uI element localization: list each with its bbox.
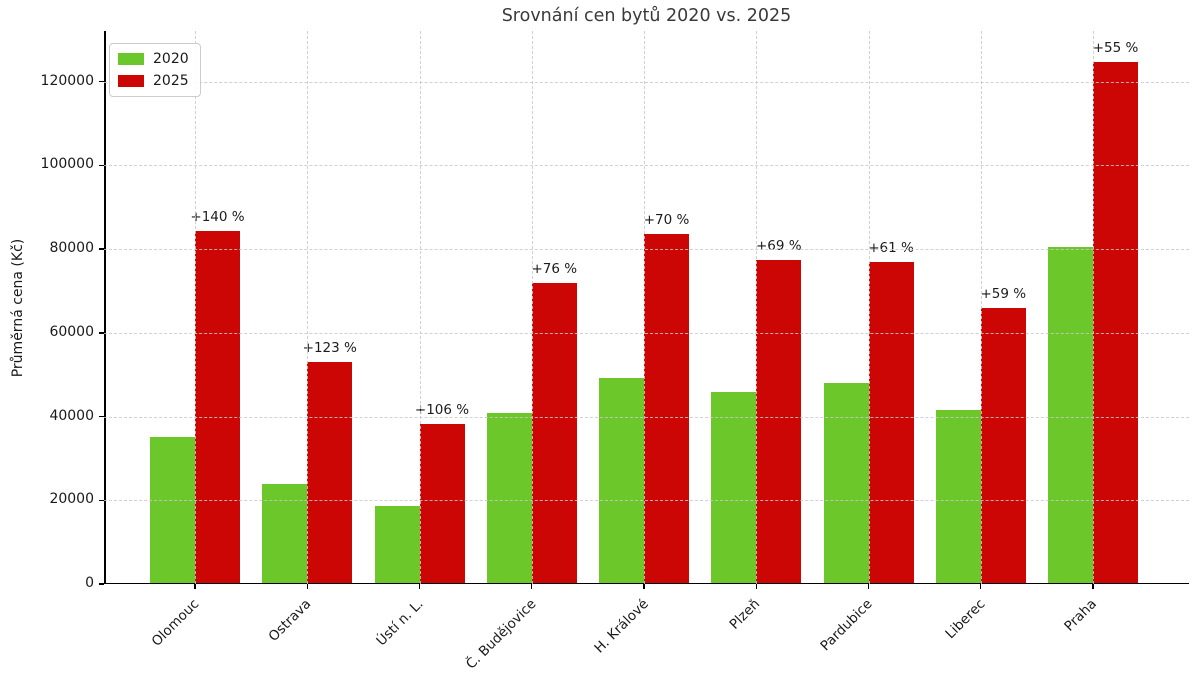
pct-label-3: +76 % — [531, 261, 578, 278]
pct-label-5: +69 % — [755, 238, 802, 255]
x-axis-line — [104, 582, 1189, 584]
bar-2020-5 — [711, 392, 757, 583]
legend-item-2025: 2025 — [118, 73, 189, 89]
x-tick-5 — [755, 584, 757, 589]
x-tick-7 — [980, 584, 982, 589]
bar-2020-7 — [935, 409, 981, 583]
gridline-v-7 — [980, 31, 982, 584]
bar-2025-7 — [980, 307, 1026, 583]
bar-2025-6 — [868, 261, 914, 583]
bar-2020-2 — [374, 505, 420, 583]
y-tick-60000 — [99, 332, 104, 334]
gridline-v-3 — [531, 31, 533, 584]
gridline-h-100000 — [104, 165, 1189, 167]
y-tick-label-100000: 100000 — [40, 156, 94, 173]
plot-area: +140 % +123 % +106 % +76 % +70 % +69 % +61 % +5… — [41, 31, 1189, 673]
bar-2025-8 — [1093, 61, 1138, 583]
x-tick-8 — [1092, 584, 1094, 589]
pct-label-0: +140 % — [190, 209, 245, 226]
x-tick-label-1: Ostrava — [265, 596, 315, 645]
bar-2025-1 — [307, 361, 353, 583]
bar-2025-4 — [644, 234, 689, 583]
bar-2025-2 — [419, 424, 465, 583]
y-axis-line — [104, 31, 106, 584]
y-tick-label-20000: 20000 — [49, 491, 94, 508]
legend-swatch-2020-icon — [118, 53, 144, 65]
legend-item-2020: 2020 — [118, 51, 189, 67]
bar-2025-5 — [756, 260, 802, 583]
x-tick-4 — [643, 584, 645, 589]
x-tick-0 — [194, 584, 196, 589]
bar-2025-3 — [531, 283, 577, 583]
x-tick-label-4: H. Králové — [590, 596, 652, 657]
x-tick-2 — [418, 584, 421, 589]
pct-label-8: +55 % — [1092, 39, 1139, 56]
x-tick-label-0: Olomouc — [148, 596, 203, 650]
y-tick-80000 — [99, 248, 104, 250]
pct-label-7: +59 % — [980, 285, 1027, 302]
gridline-h-120000 — [104, 81, 1189, 83]
x-tick-label-5: Plzeň — [726, 596, 764, 633]
gridline-v-4 — [644, 31, 645, 584]
gridline-v-5 — [756, 31, 758, 584]
bar-2020-4 — [599, 377, 644, 583]
x-tick-label-3: Č. Budějovice — [462, 596, 540, 673]
gridline-h-40000 — [104, 416, 1189, 418]
gridline-v-1 — [307, 31, 309, 584]
y-tick-label-60000: 60000 — [49, 323, 94, 340]
legend: 2020 2025 — [109, 43, 201, 97]
y-tick-20000 — [99, 499, 104, 501]
x-tick-1 — [306, 584, 308, 589]
legend-label-2020: 2020 — [153, 51, 189, 67]
x-tick-label-7: Liberec — [942, 596, 989, 643]
gridline-v-2 — [419, 31, 421, 584]
gridline-v-0 — [195, 31, 196, 584]
gridline-v-8 — [1093, 31, 1094, 584]
y-tick-40000 — [99, 415, 104, 418]
pct-label-2: +106 % — [414, 402, 470, 419]
x-tick-label-6: Pardubice — [817, 596, 876, 655]
bar-2020-1 — [262, 483, 308, 583]
y-tick-label-120000: 120000 — [40, 72, 94, 89]
bar-2020-6 — [823, 383, 869, 583]
y-tick-label-80000: 80000 — [49, 240, 94, 257]
y-tick-label-40000: 40000 — [49, 407, 94, 424]
legend-label-2025: 2025 — [153, 73, 189, 89]
pct-label-6: +61 % — [868, 239, 914, 256]
y-tick-label-0: 0 — [85, 575, 94, 591]
bar-2020-0 — [150, 436, 195, 583]
bar-2020-3 — [486, 412, 532, 583]
gridline-h-60000 — [104, 332, 1189, 334]
bar-2020-8 — [1048, 246, 1093, 583]
x-tick-label-8: Praha — [1061, 596, 1101, 635]
y-tick-100000 — [99, 164, 104, 167]
gridline-h-80000 — [104, 249, 1189, 251]
gridline-h-20000 — [104, 500, 1189, 502]
gridline-v-6 — [868, 31, 870, 584]
legend-swatch-2025-icon — [118, 75, 144, 87]
x-tick-3 — [531, 584, 533, 589]
chart-title: Srovnání cen bytů 2020 vs. 2025 — [501, 6, 792, 26]
x-tick-label-2: Ústí n. L. — [373, 596, 427, 650]
bar-2025-0 — [195, 231, 240, 583]
pct-label-1: +123 % — [302, 339, 357, 356]
y-tick-0 — [99, 583, 104, 585]
x-tick-6 — [867, 584, 870, 589]
pct-label-4: +70 % — [643, 212, 690, 229]
y-tick-120000 — [99, 81, 104, 83]
